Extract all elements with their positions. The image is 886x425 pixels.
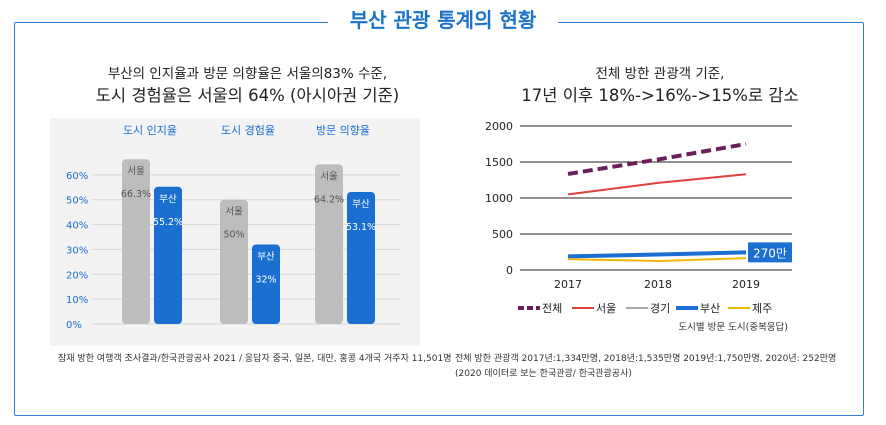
bar-value-label: 66.3%	[121, 189, 151, 200]
line-ytick-label: 0	[506, 264, 513, 277]
bar-ytick-label: 0%	[66, 320, 82, 331]
legend-label: 서울	[596, 302, 616, 315]
bar-ytick-label: 40%	[66, 221, 88, 232]
bar-series-label: 서울	[127, 166, 145, 177]
bar-ytick-label: 60%	[66, 171, 88, 182]
line-xtick-label: 2018	[644, 278, 672, 291]
bar-series-label: 서울	[320, 171, 338, 182]
legend-label: 경기	[650, 302, 670, 315]
bar-series-label: 부산	[159, 194, 177, 205]
left-subtitle-line2: 도시 경험율은 서울의 64% (아시아권 기준)	[95, 86, 400, 105]
bar-ytick-label: 30%	[66, 245, 88, 256]
line-series-서울	[567, 173, 747, 196]
bar-ytick-label: 20%	[66, 270, 88, 281]
right-footnote-line1: 전체 방한 관광객 2017년:1,334만명, 2018년:1,535만명 2…	[455, 354, 837, 364]
bar-부산	[347, 192, 375, 324]
legend-label: 부산	[700, 302, 720, 315]
line-xtick-label: 2017	[554, 278, 582, 291]
bar-ytick-label: 10%	[66, 295, 88, 306]
line-annotation-box	[748, 242, 792, 263]
bar-series-label: 서울	[225, 207, 243, 218]
line-series-전체	[567, 142, 747, 176]
bar-category-label: 방문 의향율	[316, 124, 370, 137]
left-subtitle-line1: 부산의 인지율과 방문 의향율은 서울의83% 수준,	[107, 66, 388, 82]
page-title: 부산 관광 통계의 현황	[0, 4, 886, 33]
line-ytick-label: 500	[492, 228, 513, 241]
bar-series-label: 부산	[352, 199, 370, 210]
bar-value-label: 64.2%	[314, 194, 344, 205]
legend-note: 도시별 방문 도시(중복응답)	[678, 321, 788, 333]
bar-서울	[122, 159, 150, 324]
bar-series-label: 부산	[257, 251, 275, 262]
bar-value-label: 32%	[255, 274, 276, 285]
line-xtick-label: 2019	[732, 278, 760, 291]
legend-label: 제주	[752, 302, 772, 315]
line-ytick-label: 1000	[485, 192, 513, 205]
legend-label: 전체	[542, 302, 562, 315]
left-footnote: 잠재 방한 여행객 조사결과/한국관광공사 2021 / 응답자 중국, 일본,…	[58, 354, 452, 364]
line-ytick-label: 1500	[485, 156, 513, 169]
right-subtitle-line2: 17년 이후 18%->16%->15%로 감소	[521, 86, 799, 105]
bar-서울	[315, 164, 343, 324]
bar-서울	[220, 199, 248, 324]
right-footnote-line2: (2020 데이터로 보는 한국관광/ 한국관광공사)	[455, 369, 632, 379]
right-subtitle-line1: 전체 방한 관광객 기준,	[595, 66, 725, 82]
line-ytick-label: 2000	[485, 120, 513, 133]
line-series-제주	[567, 257, 747, 263]
bar-ytick-label: 50%	[66, 196, 88, 207]
bar-value-label: 53.1%	[346, 222, 376, 233]
bar-value-label: 55.2%	[153, 217, 183, 228]
bar-category-label: 도시 경험율	[221, 124, 275, 137]
line-annotation-label: 270만	[753, 246, 787, 260]
bar-부산	[154, 186, 182, 324]
line-series-부산	[567, 250, 747, 259]
bar-부산	[252, 244, 280, 324]
bar-value-label: 50%	[223, 230, 244, 241]
bar-category-label: 도시 인지율	[123, 124, 177, 137]
